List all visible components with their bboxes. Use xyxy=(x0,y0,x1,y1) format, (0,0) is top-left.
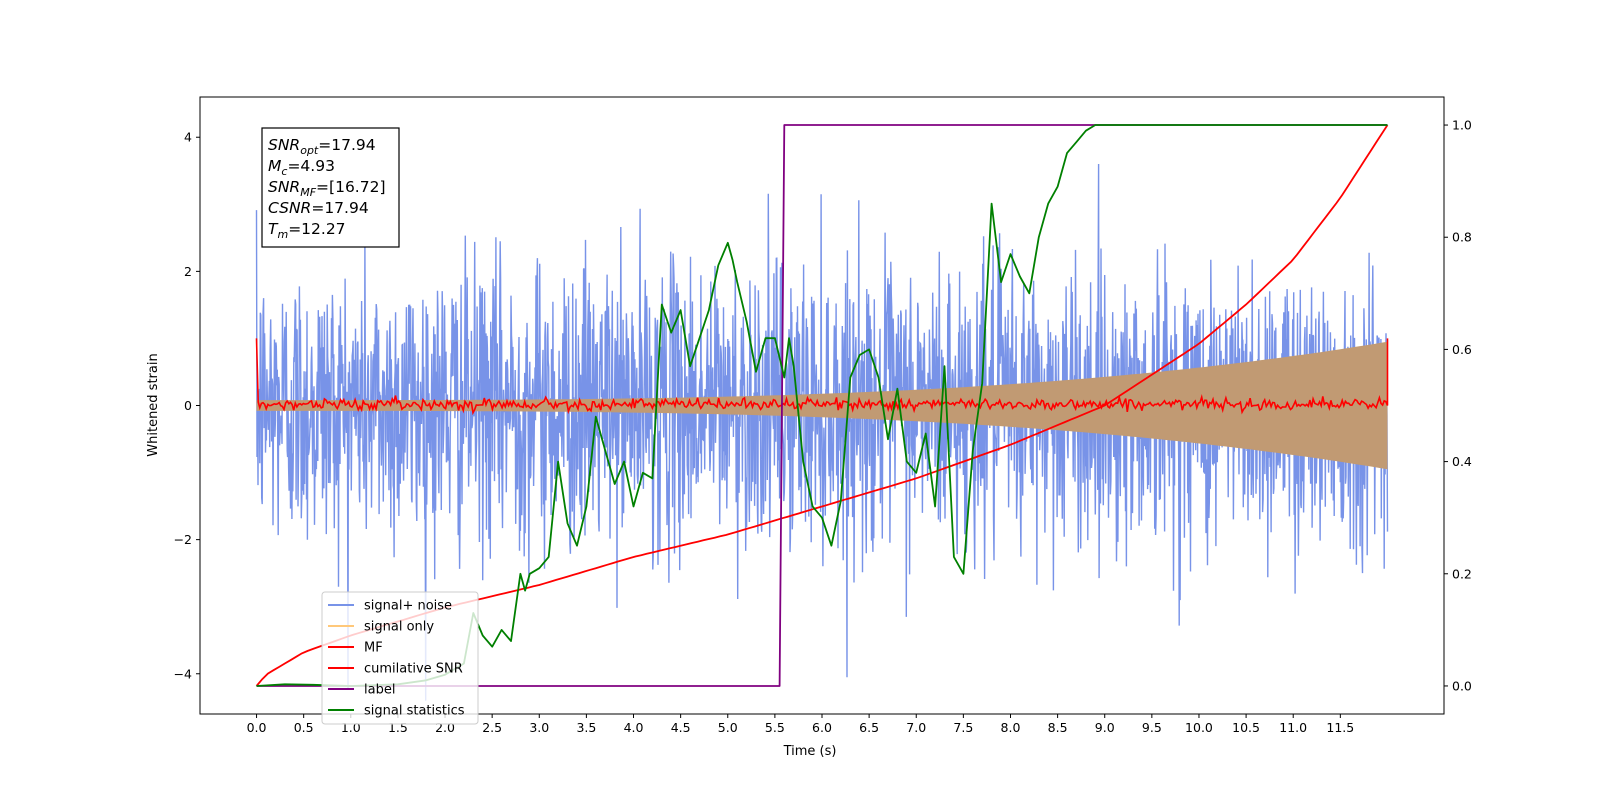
annotation-line: CSNR=17.94 xyxy=(268,199,369,217)
x-tick-label: 4.5 xyxy=(671,720,691,735)
x-tick-label: 8.5 xyxy=(1048,720,1068,735)
x-tick-label: 10.5 xyxy=(1232,720,1260,735)
annotation-symbol: SNR xyxy=(268,178,300,196)
x-tick-label: 5.0 xyxy=(718,720,738,735)
y-tick-label: 4 xyxy=(184,130,192,145)
x-tick-label: 3.5 xyxy=(576,720,596,735)
legend: signal+ noise signal only MF cumilative SNR… xyxy=(321,591,479,725)
annotation-subscript: MF xyxy=(300,186,316,199)
x-axis-label: Time (s) xyxy=(783,744,837,759)
annotation-symbol: M xyxy=(268,157,281,175)
annotation-line: Tm=12.27 xyxy=(268,220,346,241)
y2-tick-label: 0.6 xyxy=(1452,342,1472,357)
annotation-line: SNRopt=17.94 xyxy=(268,136,376,157)
y-tick-label: 2 xyxy=(184,264,192,279)
annotation-value: =17.94 xyxy=(318,136,375,154)
annotation-line: SNRMF=[16.72] xyxy=(268,178,386,199)
y-tick-label: −4 xyxy=(174,666,192,681)
y-axis-label: Whitened strain xyxy=(146,353,161,456)
annotation-value: =4.93 xyxy=(287,157,335,175)
x-tick-label: 5.5 xyxy=(765,720,785,735)
x-tick-label: 6.0 xyxy=(812,720,832,735)
annotation-line: Mc=4.93 xyxy=(268,157,335,178)
legend-label: label xyxy=(364,683,395,698)
y2-tick-label: 0.2 xyxy=(1452,566,1472,581)
x-tick-label: 0.5 xyxy=(294,720,314,735)
y2-tick-label: 1.0 xyxy=(1452,118,1472,133)
annotation-subscript: opt xyxy=(300,144,319,157)
x-tick-label: 2.5 xyxy=(482,720,502,735)
annotation-value: =[16.72] xyxy=(316,178,385,196)
x-tick-label: 10.0 xyxy=(1185,720,1213,735)
series-signal-noise xyxy=(255,163,1389,701)
y2-tick-label: 0.0 xyxy=(1452,678,1472,693)
annotation-symbol: CSNR xyxy=(268,199,311,217)
x-tick-label: 7.5 xyxy=(953,720,973,735)
x-tick-label: 11.0 xyxy=(1279,720,1307,735)
legend-frame xyxy=(321,591,479,725)
x-tick-label: 9.5 xyxy=(1142,720,1162,735)
x-tick-label: 9.0 xyxy=(1095,720,1115,735)
annotation-box: SNRopt=17.94Mc=4.93SNRMF=[16.72]CSNR=17.… xyxy=(261,127,400,248)
x-tick-label: 7.0 xyxy=(906,720,926,735)
x-tick-label: 0.0 xyxy=(247,720,267,735)
series-mf xyxy=(255,338,1389,416)
x-tick-label: 11.5 xyxy=(1326,720,1354,735)
y-tick-label: 0 xyxy=(184,398,192,413)
annotation-value: =17.94 xyxy=(311,199,368,217)
x-tick-label: 4.0 xyxy=(624,720,644,735)
x-tick-label: 6.5 xyxy=(859,720,879,735)
annotation-symbol: T xyxy=(268,220,279,238)
legend-label: cumilative SNR xyxy=(364,662,463,677)
y2-tick-label: 0.8 xyxy=(1452,230,1472,245)
annotation-value: =12.27 xyxy=(288,220,345,238)
legend-label: signal+ noise xyxy=(364,599,452,614)
series-signal-statistics xyxy=(256,124,1388,687)
legend-label: signal only xyxy=(364,620,434,635)
annotation-symbol: SNR xyxy=(268,136,300,154)
series-label xyxy=(256,124,1388,687)
annotation-subscript: c xyxy=(281,165,287,178)
legend-label: MF xyxy=(364,641,383,656)
y2-tick-label: 0.4 xyxy=(1452,454,1472,469)
annotation-subscript: m xyxy=(277,228,288,241)
legend-label: signal statistics xyxy=(364,704,465,719)
y-tick-label: −2 xyxy=(174,532,192,547)
x-tick-label: 8.0 xyxy=(1001,720,1021,735)
x-tick-label: 3.0 xyxy=(529,720,549,735)
annotation-frame xyxy=(261,127,400,248)
